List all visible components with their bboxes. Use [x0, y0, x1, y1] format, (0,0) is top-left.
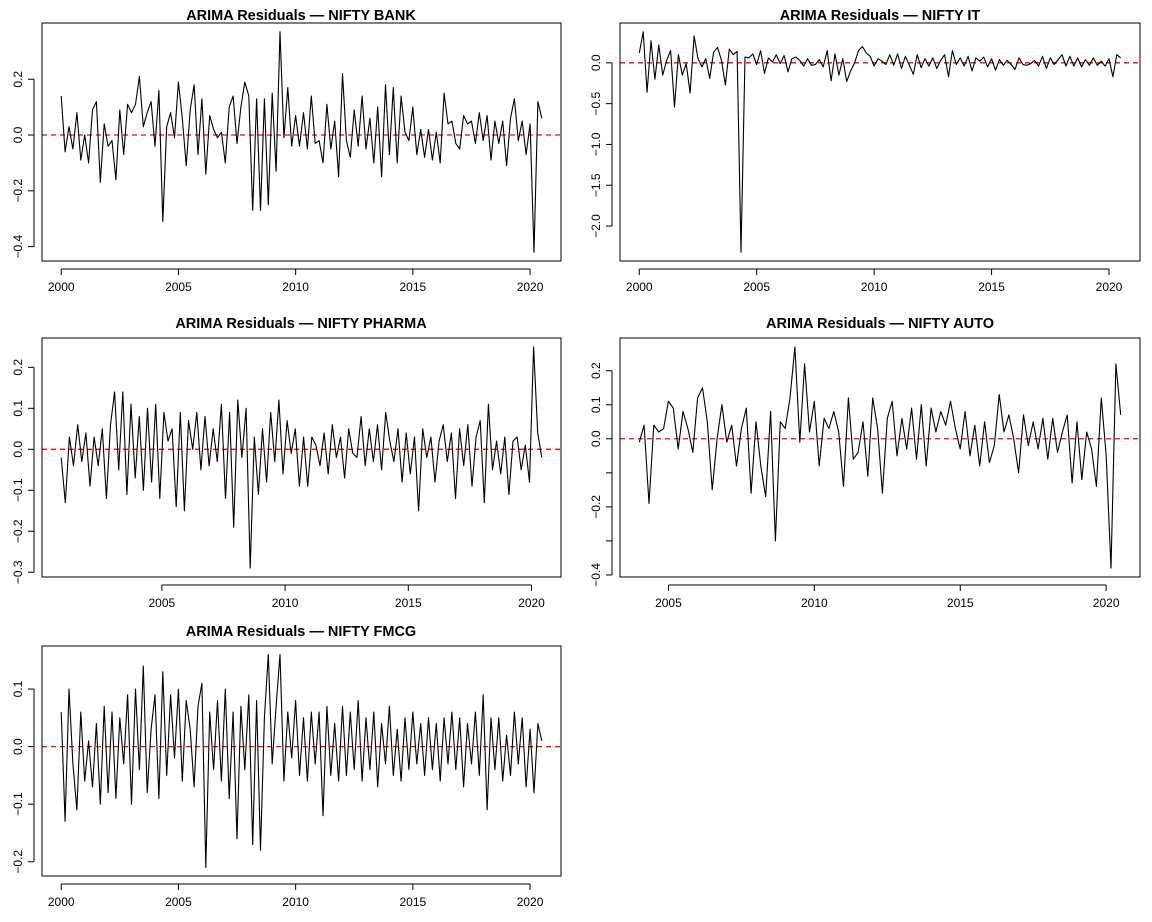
- y-tick-label: 0.2: [11, 359, 25, 376]
- panel-title-pharma: ARIMA Residuals — NIFTY PHARMA: [175, 316, 427, 332]
- x-tick-label: 2020: [517, 280, 544, 294]
- x-tick-label: 2020: [518, 596, 545, 610]
- panel-title-fmcg: ARIMA Residuals — NIFTY FMCG: [186, 624, 416, 640]
- y-tick-label: 0.1: [589, 396, 603, 413]
- y-tick-label: −0.4: [589, 563, 603, 587]
- x-tick-label: 2005: [165, 895, 192, 909]
- y-tick-label: −1.0: [589, 132, 603, 156]
- x-tick-label: 2010: [282, 895, 309, 909]
- y-tick-label: −1.5: [589, 173, 603, 197]
- plot-frame: [41, 645, 562, 877]
- y-tick-label: −0.2: [11, 850, 25, 874]
- x-tick-label: 2000: [48, 895, 75, 909]
- y-tick-label: 0.0: [589, 54, 603, 71]
- x-tick-label: 2010: [861, 280, 888, 294]
- y-tick-label: −0.2: [11, 179, 25, 203]
- y-tick-label: −0.5: [589, 91, 603, 115]
- x-tick-label: 2020: [1096, 280, 1123, 294]
- panel-auto: 2005 2010 2015 2020 −0.4 −0.2 0.0 0.1 0.2: [589, 337, 1141, 610]
- y-tick-label: 0.1: [11, 680, 25, 697]
- y-tick-label: −0.2: [589, 495, 603, 519]
- y-tick-label: 0.0: [11, 126, 25, 143]
- x-tick-label: 2005: [148, 596, 175, 610]
- panel-bank: 2000 2005 2010 2015 2020 −0.4 −0.2 0.0 0.2: [11, 22, 562, 294]
- x-tick-label: 2010: [801, 596, 828, 610]
- panel-title-auto: ARIMA Residuals — NIFTY AUTO: [766, 316, 994, 332]
- y-tick-label: 0.2: [11, 71, 25, 88]
- x-tick-label: 2005: [743, 280, 770, 294]
- y-tick-label: 0.1: [11, 400, 25, 417]
- residual-series-line: [60, 31, 543, 253]
- residual-series-line: [638, 31, 1122, 253]
- x-tick-label: 2020: [517, 895, 544, 909]
- y-tick-label: −0.2: [11, 519, 25, 543]
- x-tick-label: 2000: [626, 280, 653, 294]
- residual-series-line: [60, 653, 543, 869]
- y-tick-label: −0.3: [11, 560, 25, 584]
- residual-series-line: [638, 346, 1122, 569]
- plot-frame: [619, 22, 1141, 262]
- y-tick-label: 0.0: [11, 738, 25, 755]
- y-tick-label: 0.0: [11, 441, 25, 458]
- x-tick-label: 2005: [655, 596, 682, 610]
- plot-frame: [41, 22, 562, 262]
- y-tick-label: −0.1: [11, 478, 25, 502]
- x-tick-label: 2015: [947, 596, 974, 610]
- panel-it: 2000 2005 2010 2015 2020 −2.0 −1.5 −1.0 −0.5 0.0: [589, 22, 1141, 294]
- x-tick-label: 2020: [1093, 596, 1120, 610]
- y-tick-label: −0.1: [11, 792, 25, 816]
- x-tick-label: 2005: [165, 280, 192, 294]
- x-tick-label: 2015: [978, 280, 1005, 294]
- panel-fmcg: 2000 2005 2010 2015 2020 −0.2 −0.1 0.0 0.1: [11, 645, 562, 909]
- x-tick-label: 2000: [48, 280, 75, 294]
- panel-title-bank: ARIMA Residuals — NIFTY BANK: [186, 8, 416, 24]
- plot-frame: [619, 337, 1141, 578]
- y-tick-label: 0.0: [589, 430, 603, 447]
- y-tick-label: 0.2: [589, 362, 603, 379]
- x-tick-label: 2010: [282, 280, 309, 294]
- x-tick-label: 2010: [272, 596, 299, 610]
- plot-frame: [41, 337, 562, 578]
- x-tick-label: 2015: [399, 895, 426, 909]
- panel-pharma: 2005 2010 2015 2020 −0.3 −0.2 −0.1 0.0 0.1 0.2: [11, 337, 562, 610]
- x-tick-label: 2015: [399, 280, 426, 294]
- y-tick-label: −2.0: [589, 214, 603, 238]
- x-tick-label: 2015: [395, 596, 422, 610]
- panel-title-it: ARIMA Residuals — NIFTY IT: [780, 8, 981, 24]
- y-tick-label: −0.4: [11, 234, 25, 258]
- residual-series-line: [60, 346, 543, 569]
